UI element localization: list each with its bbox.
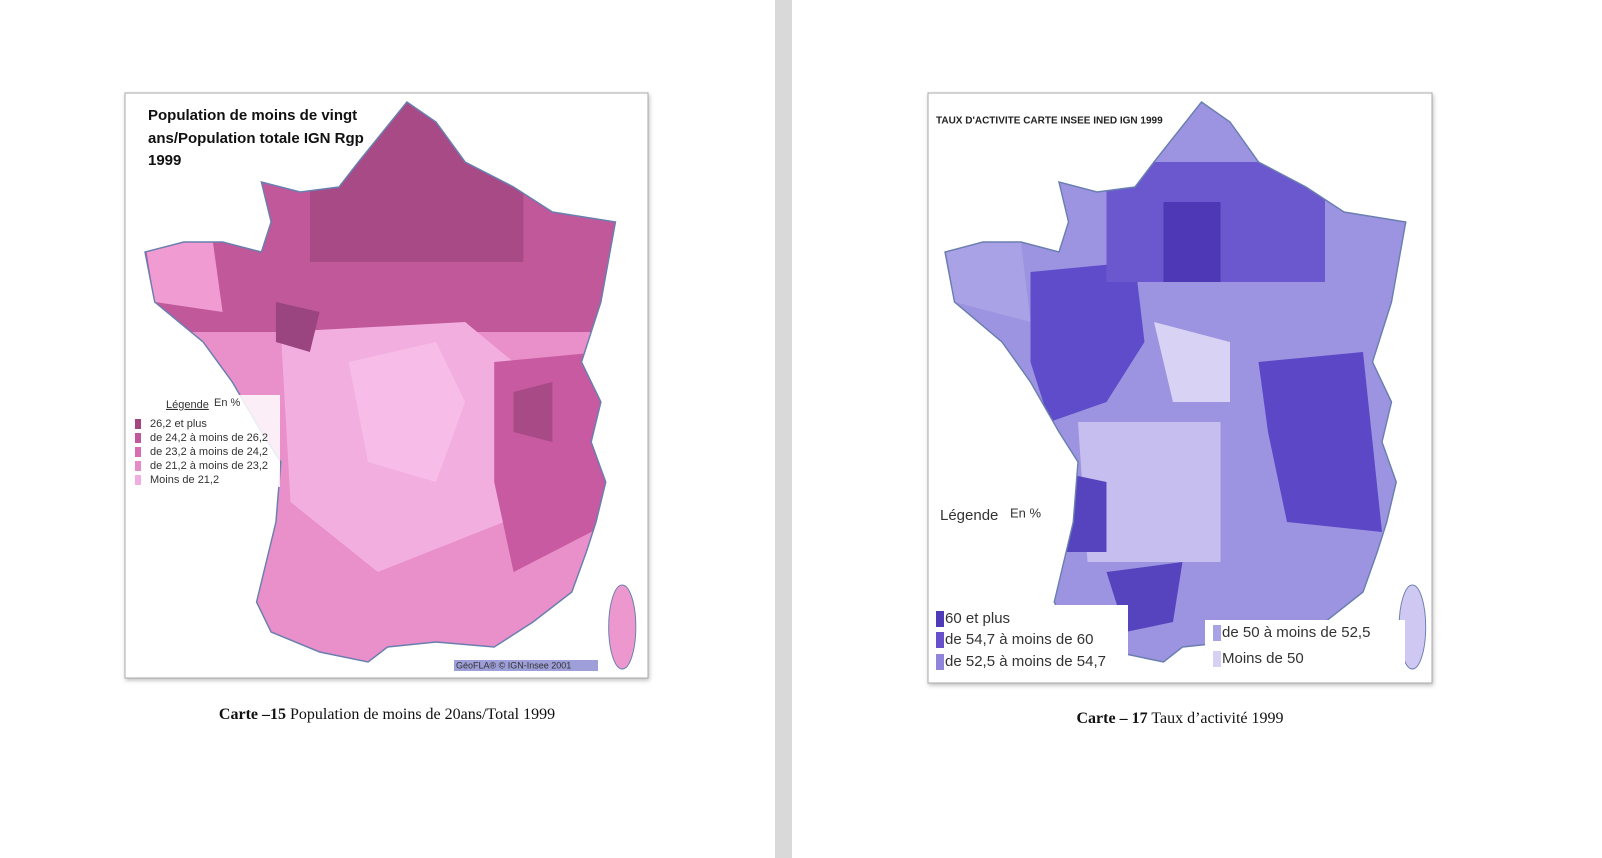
legend-heading: Légende [166,399,209,411]
legend-item: Moins de 50 [1222,650,1304,667]
map-title: Population de moins de vingt [148,107,357,124]
legend-swatch [936,632,944,648]
legend-item: 26,2 et plus [150,418,207,430]
legend-unit: En % [1010,505,1042,520]
legend-swatch [936,654,944,670]
caption-label: Carte –15 [219,706,286,723]
legend-swatch [1213,625,1221,641]
legend-item: 60 et plus [945,610,1010,627]
map-france-right [944,101,1427,670]
map-title: 1999 [148,152,181,169]
caption-text: Taux d’activité 1999 [1151,710,1283,727]
legend-swatch [135,475,141,485]
map-title: TAUX D'ACTIVITE CARTE INSEE INED IGN 199… [936,116,1163,127]
credit: GéoFLA® © IGN-Insee 2001 [456,660,571,670]
legend-unit: En % [214,397,241,409]
legend: 60 et plus de 54,7 à moins de 60 de 52,5 à… [936,610,1370,670]
caption-text: Population de moins de 20ans/Total 1999 [290,706,555,723]
legend-item: de 21,2 à moins de 23,2 [150,460,268,472]
legend-swatch [135,447,141,457]
legend-box [933,605,1128,675]
legend-item: de 24,2 à moins de 26,2 [150,432,268,444]
credit-bg [454,660,598,671]
legend-item: Moins de 21,2 [150,474,219,486]
legend-item: de 54,7 à moins de 60 [945,631,1093,648]
legend-item: de 50 à moins de 52,5 [1222,624,1370,641]
legend-item: de 52,5 à moins de 54,7 [945,653,1106,670]
legend-swatch [936,611,944,627]
legend-heading: Légende [940,507,998,524]
legend-swatch [135,461,141,471]
legend-box [130,395,280,487]
legend-box [1205,620,1405,672]
legend-swatch [135,433,141,443]
page-gap [775,0,792,858]
legend: 26,2 et plus de 24,2 à moins de 26,2 de 23… [135,418,268,486]
caption-label: Carte – 17 [1077,710,1148,727]
legend-swatch [135,419,141,429]
legend-swatch [1213,651,1221,667]
map-title: ans/Population totale IGN Rgp [148,130,364,147]
caption: Carte – 17 Taux d’activité 1999 [1077,710,1284,727]
caption: Carte –15 Population de moins de 20ans/T… [219,706,555,723]
legend-item: de 23,2 à moins de 24,2 [150,446,268,458]
